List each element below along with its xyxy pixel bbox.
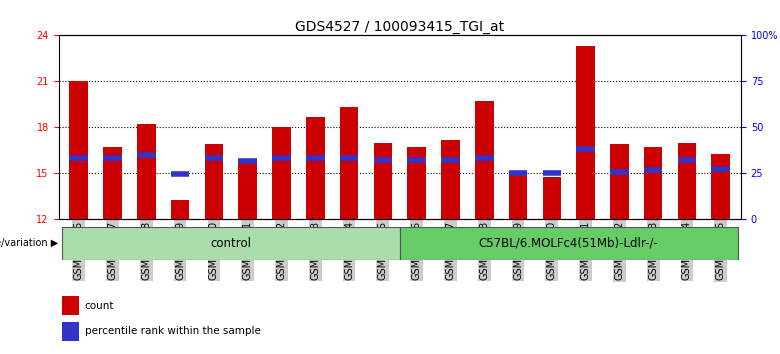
Bar: [407, 147, 426, 219]
Bar: [62, 322, 79, 341]
Bar: [678, 143, 697, 219]
Bar: [62, 227, 399, 260]
Text: genotype/variation ▶: genotype/variation ▶: [0, 238, 58, 249]
Bar: [306, 117, 324, 219]
Bar: [137, 124, 156, 219]
Text: C57BL/6.MOLFc4(51Mb)-Ldlr-/-: C57BL/6.MOLFc4(51Mb)-Ldlr-/-: [479, 237, 658, 250]
Bar: [374, 143, 392, 219]
Text: percentile rank within the sample: percentile rank within the sample: [84, 326, 261, 336]
Title: GDS4527 / 100093415_TGI_at: GDS4527 / 100093415_TGI_at: [295, 21, 505, 34]
Bar: [475, 101, 494, 219]
Bar: [62, 296, 79, 315]
Text: count: count: [84, 301, 114, 311]
Bar: [441, 140, 459, 219]
Bar: [711, 154, 730, 219]
Bar: [69, 81, 88, 219]
Bar: [509, 175, 527, 219]
Bar: [340, 108, 358, 219]
Text: control: control: [211, 237, 251, 250]
Bar: [171, 200, 190, 219]
Bar: [644, 147, 662, 219]
Bar: [239, 161, 257, 219]
Bar: [272, 127, 291, 219]
Bar: [204, 144, 223, 219]
Bar: [543, 177, 561, 219]
Bar: [576, 46, 595, 219]
Bar: [399, 227, 738, 260]
Bar: [103, 147, 122, 219]
Bar: [610, 144, 629, 219]
